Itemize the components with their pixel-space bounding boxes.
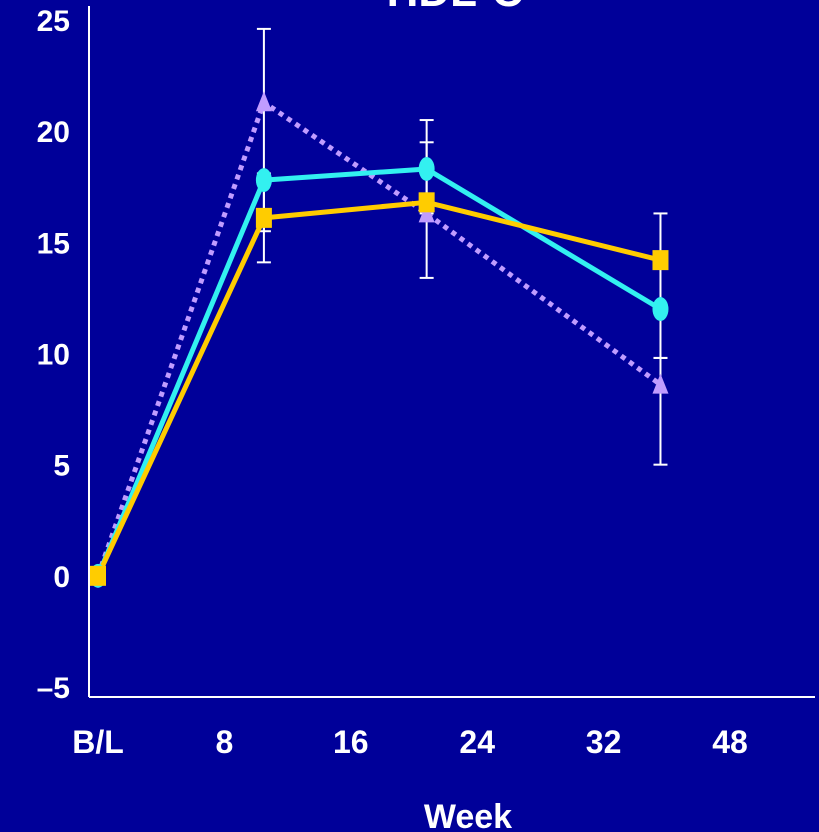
series-markers	[90, 91, 669, 588]
x-tick-label: 24	[459, 724, 495, 760]
y-tick-label: –5	[37, 672, 70, 705]
x-tick-label: 8	[216, 724, 234, 760]
data-point-square	[652, 250, 669, 271]
data-point-triangle	[418, 202, 435, 223]
y-tick-label: 10	[37, 339, 70, 372]
series-line	[95, 166, 662, 577]
chart-title: HDL-C	[387, 0, 524, 16]
y-tick-label: 0	[53, 561, 70, 594]
data-point-square	[255, 207, 272, 228]
data-point-triangle	[255, 91, 272, 112]
series-line	[95, 199, 662, 577]
data-point-square	[418, 192, 435, 213]
series-lines	[95, 99, 662, 577]
x-tick-label: 16	[333, 724, 369, 760]
x-axis-title: Week	[424, 798, 512, 832]
data-point-square	[90, 565, 106, 586]
x-tick-labels: B/L 8 16 24 32 48	[72, 724, 748, 760]
y-tick-label: 20	[37, 116, 70, 149]
data-point-circle	[652, 297, 669, 322]
x-tick-label: 32	[586, 724, 622, 760]
axes	[88, 6, 815, 698]
y-tick-label: 5	[53, 450, 70, 483]
y-tick-label: 25	[37, 5, 70, 38]
y-tick-label: 15	[37, 227, 70, 260]
x-tick-label: B/L	[72, 724, 124, 760]
data-point-triangle	[652, 373, 669, 394]
series-line	[95, 99, 662, 577]
data-point-circle	[418, 156, 435, 181]
y-tick-labels: –5 0 5 10 15 20 25	[37, 5, 70, 705]
x-tick-label: 48	[712, 724, 748, 760]
data-point-circle	[255, 168, 272, 193]
